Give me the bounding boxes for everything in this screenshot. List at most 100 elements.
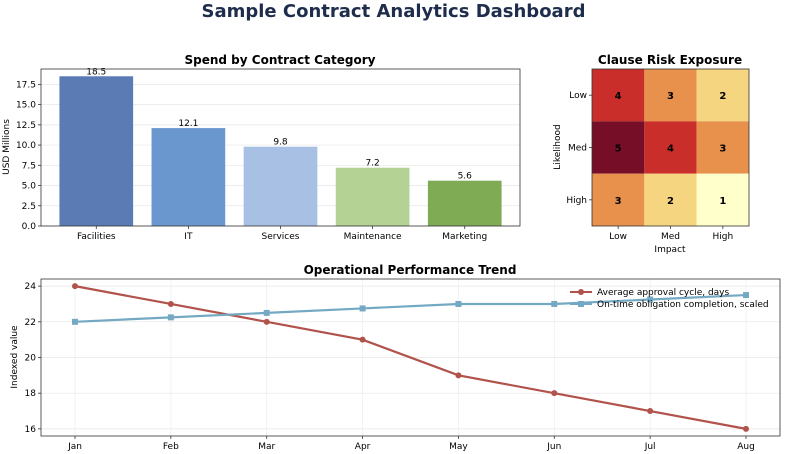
dashboard-title: Sample Contract Analytics Dashboard (201, 1, 586, 22)
line-point (263, 318, 270, 325)
line-series-1 (74, 285, 747, 430)
heatmap-frame (591, 68, 750, 227)
heatmap-cell (644, 121, 697, 174)
heatmap-x-tick-label: Low (609, 232, 627, 242)
line-series-2 (74, 293, 747, 323)
line-point (359, 336, 366, 343)
line-y-tick-label: 24 (25, 282, 37, 292)
heatmap-x-ticks: Low Med High (609, 226, 733, 242)
heatmap-cell-label: 3 (719, 144, 726, 155)
bar-marketing (427, 180, 502, 226)
line-point (263, 309, 270, 316)
legend-marker (578, 289, 584, 295)
heatmap-ylabel: Likelihood (553, 124, 563, 169)
line-y-tick-label: 16 (25, 425, 37, 435)
bar-chart-frame (40, 68, 521, 227)
heatmap-cell (644, 173, 697, 226)
bar-chart-bars (59, 76, 502, 226)
heatmap-cell (696, 69, 749, 122)
bar-x-tick-label: Facilities (77, 232, 116, 242)
heatmap-x-tick-label: High (712, 232, 733, 242)
line-x-tick-label: Jul (644, 442, 656, 452)
line-chart-ylabel: Indexed value (10, 325, 20, 389)
heatmap-cell-label: 1 (719, 196, 726, 207)
heatmap-cell (696, 121, 749, 174)
line-x-tick-label: Jan (67, 442, 82, 452)
heatmap-cell-label: 3 (667, 91, 674, 102)
heatmap-cell-label: 2 (667, 196, 674, 207)
line-point (551, 390, 558, 397)
bar-y-tick-label: 17.5 (16, 80, 36, 90)
bar-it (151, 128, 226, 226)
line-chart-frame (40, 278, 781, 437)
legend-marker (578, 301, 584, 307)
line-point (72, 318, 78, 325)
bar-facilities (59, 76, 134, 226)
line-point (167, 314, 174, 321)
line-y-tick-label: 22 (25, 318, 36, 328)
bar-maintenance (335, 167, 410, 226)
heatmap-cell (644, 69, 697, 122)
line-y-tick-label: 18 (25, 389, 37, 399)
bar-chart-x-ticks: Facilities IT Services Maintenance Marketing (77, 226, 487, 242)
bar-x-tick-label: Marketing (442, 232, 487, 242)
heatmap-y-tick-label: Low (569, 91, 587, 101)
bar-x-tick-label: Services (262, 232, 300, 242)
line-point (647, 408, 654, 415)
heatmap-x-tick-label: Med (661, 232, 680, 242)
bar-value-label: 18.5 (86, 67, 106, 77)
heatmap-title: Clause Risk Exposure (598, 53, 742, 67)
heatmap-cell-label: 4 (615, 91, 622, 102)
heatmap-cell (592, 121, 645, 174)
bar-x-tick-label: Maintenance (344, 232, 402, 242)
line-point (743, 292, 749, 299)
bar-chart-y-ticks: 0.0 2.5 5.0 7.5 10.0 12.5 15.0 17.5 (16, 80, 41, 232)
bar-services (243, 146, 318, 226)
heatmap-cell (592, 173, 645, 226)
line-point (72, 283, 78, 290)
heatmap-cell (592, 69, 645, 122)
heatmap-y-tick-label: Med (568, 144, 587, 154)
line-x-tick-label: Aug (737, 442, 755, 452)
bar-y-tick-label: 2.5 (22, 202, 36, 212)
line-point (551, 300, 558, 307)
line-point (647, 296, 654, 303)
heatmap-y-tick-label: High (566, 196, 587, 206)
heatmap-cell-label: 5 (615, 144, 622, 155)
bar-y-tick-label: 10.0 (16, 141, 36, 151)
bar-chart-ylabel: USD Millions (2, 119, 12, 175)
bar-y-tick-label: 5.0 (22, 182, 37, 192)
legend-label: On-time obligation completion, scaled (597, 300, 769, 310)
heatmap-cell-label: 2 (719, 91, 726, 102)
bar-chart-title: Spend by Contract Category (185, 53, 376, 67)
legend-label: Average approval cycle, days (597, 288, 730, 298)
line-x-tick-label: May (449, 442, 468, 452)
line-chart-x-ticks: Jan Feb Mar Apr May Jun Jul Aug (67, 436, 755, 452)
line-chart-legend: Average approval cycle, days On-time obli… (570, 288, 769, 310)
line-x-tick-label: Apr (355, 442, 371, 452)
line-x-tick-label: Feb (163, 442, 179, 452)
bar-value-label: 9.8 (273, 138, 288, 148)
line-point (743, 425, 749, 432)
bar-value-label: 5.6 (458, 172, 473, 182)
heatmap-y-ticks: Low Med High (566, 91, 592, 206)
heatmap-cell (696, 173, 749, 226)
heatmap-xlabel: Impact (654, 245, 686, 255)
line-point (359, 305, 366, 312)
line-chart-title: Operational Performance Trend (304, 263, 517, 277)
bar-value-label: 7.2 (365, 159, 379, 169)
bar-chart-value-labels: 18.5 12.1 9.8 7.2 5.6 (86, 67, 472, 181)
line-chart-y-ticks: 16 18 20 22 24 (25, 282, 41, 435)
bar-y-tick-label: 0.0 (22, 222, 37, 232)
line-point (167, 300, 174, 307)
heatmap-cell-label: 3 (615, 196, 622, 207)
line-x-tick-label: Mar (258, 442, 275, 452)
bar-value-label: 12.1 (178, 119, 198, 129)
bar-y-tick-label: 12.5 (16, 121, 36, 131)
bar-x-tick-label: IT (184, 232, 193, 242)
line-point (455, 300, 462, 307)
